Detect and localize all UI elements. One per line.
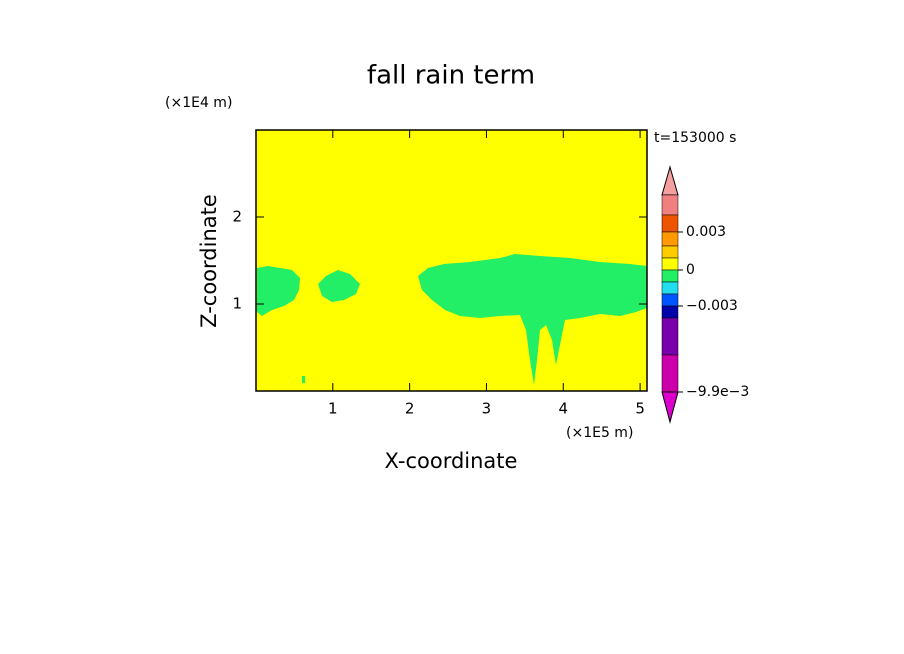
field-patch: [418, 254, 647, 385]
colorbar-segment: [661, 281, 679, 295]
colorbar-segment: [661, 354, 679, 393]
time-label: t=153000 s: [654, 130, 736, 146]
plot-frame: [255, 129, 648, 392]
colorbar-segment: [661, 257, 679, 271]
field-patch: [302, 376, 305, 383]
y-tick-label: 2: [232, 208, 242, 226]
x-unit: (×1E5 m): [566, 425, 633, 441]
x-tick-label: 3: [482, 400, 492, 418]
colorbar-segment: [661, 194, 679, 216]
x-tick-label: 2: [405, 400, 415, 418]
y-unit: (×1E4 m): [165, 95, 232, 111]
chart-title: fall rain term: [367, 61, 535, 91]
x-axis-label: X-coordinate: [385, 449, 518, 473]
colorbar-segment: [661, 317, 679, 356]
colorbar-label: −9.9e−3: [686, 384, 749, 400]
colorbar-segment: [661, 231, 679, 247]
field-patches: [257, 254, 647, 385]
x-tick-label: 4: [558, 400, 568, 418]
colorbar-segment: [661, 269, 679, 283]
x-tick-label: 5: [635, 400, 645, 418]
colorbar: 0.003 0 −0.003 −9.9e−3: [661, 165, 749, 424]
y-axis-label: Z-coordinate: [197, 194, 221, 328]
y-tick-label: 1: [232, 295, 242, 313]
colorbar-label: 0.003: [686, 224, 726, 240]
field-patch: [318, 270, 360, 302]
colorbar-label: 0: [686, 262, 695, 278]
colorbar-arrow: [661, 391, 679, 424]
colorbar-segment: [661, 293, 679, 307]
x-tick-label: 1: [328, 400, 338, 418]
colorbar-segment: [661, 245, 679, 259]
colorbar-arrow: [661, 165, 679, 196]
colorbar-segment: [661, 214, 679, 233]
colorbar-label: −0.003: [686, 298, 738, 314]
colorbar-segment: [661, 305, 679, 319]
field-patch: [257, 266, 300, 316]
